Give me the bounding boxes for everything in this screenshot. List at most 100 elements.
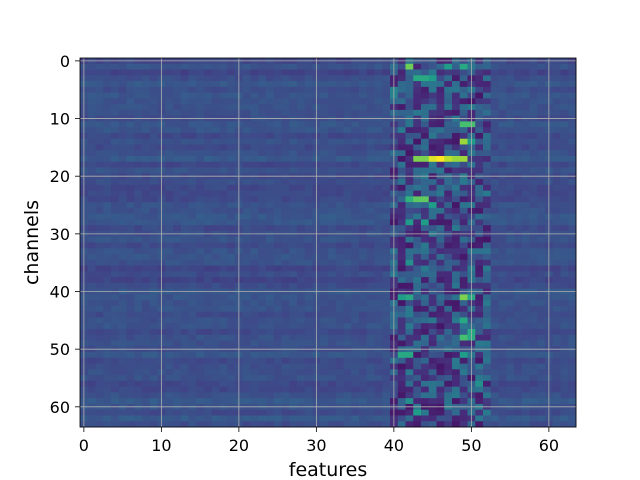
heatmap-cell (103, 184, 112, 192)
heatmap-cell (258, 219, 267, 226)
heatmap-cell (95, 207, 104, 215)
heatmap-cell (250, 179, 259, 186)
heatmap-cell (421, 409, 430, 416)
heatmap-cell (142, 190, 151, 197)
heatmap-cell (366, 190, 375, 197)
heatmap-cell (521, 248, 530, 255)
heatmap-cell (529, 184, 538, 192)
heatmap-cell (490, 225, 499, 232)
heatmap-cell (490, 398, 499, 405)
heatmap-cell (568, 248, 577, 255)
heatmap-cell (258, 323, 267, 330)
heatmap-cell (452, 196, 461, 203)
heatmap-cell (444, 207, 453, 215)
heatmap-cell (452, 317, 461, 324)
heatmap-cell (180, 317, 189, 324)
heatmap-cell (498, 248, 507, 255)
heatmap-cell (281, 392, 290, 399)
heatmap-cell (219, 386, 228, 393)
heatmap-cell (521, 311, 530, 318)
heatmap-cell (188, 392, 197, 399)
heatmap-cell (560, 369, 569, 376)
heatmap-cell (211, 380, 220, 388)
heatmap-cell (537, 363, 546, 370)
heatmap-cell (537, 392, 546, 399)
heatmap-cell (289, 328, 298, 336)
heatmap-cell (335, 196, 344, 203)
heatmap-cell (335, 109, 344, 117)
heatmap-cell (475, 184, 484, 192)
heatmap-cell (490, 213, 499, 220)
heatmap-cell (304, 242, 313, 249)
heatmap-cell (529, 242, 538, 249)
heatmap-cell (258, 305, 267, 313)
heatmap-cell (180, 340, 189, 347)
heatmap-cell (405, 305, 414, 313)
heatmap-cell (428, 207, 437, 215)
heatmap-cell (165, 156, 174, 163)
heatmap-cell (242, 75, 251, 82)
heatmap-cell (359, 398, 368, 405)
heatmap-cell (537, 248, 546, 255)
heatmap-cell (537, 421, 546, 428)
heatmap-cell (320, 109, 329, 117)
heatmap-cell (452, 127, 461, 134)
heatmap-cell (196, 265, 205, 272)
heatmap-cell (490, 127, 499, 134)
heatmap-cell (320, 334, 329, 341)
heatmap-cell (366, 271, 375, 278)
heatmap-cell (204, 375, 213, 382)
heatmap-cell (211, 109, 220, 117)
heatmap-cell (366, 277, 375, 284)
heatmap-cell (521, 369, 530, 376)
heatmap-cell (537, 259, 546, 266)
heatmap-cell (552, 282, 561, 290)
heatmap-cell (242, 323, 251, 330)
heatmap-cell (304, 294, 313, 301)
heatmap-cell (126, 104, 135, 111)
heatmap-cell (266, 161, 275, 168)
heatmap-cell (281, 311, 290, 318)
heatmap-cell (397, 109, 406, 117)
heatmap-cell (188, 334, 197, 341)
heatmap-cell (498, 156, 507, 163)
heatmap-cell (134, 317, 143, 324)
heatmap-cell (180, 207, 189, 215)
heatmap-cell (281, 369, 290, 376)
heatmap-cell (366, 352, 375, 359)
heatmap-cell (258, 317, 267, 324)
heatmap-cell (242, 127, 251, 134)
heatmap-cell (335, 236, 344, 243)
heatmap-cell (227, 81, 236, 88)
heatmap-cell (204, 357, 213, 364)
heatmap-cell (227, 317, 236, 324)
heatmap-cell (165, 271, 174, 278)
heatmap-cell (405, 311, 414, 318)
heatmap-cell (506, 144, 515, 151)
heatmap-cell (281, 150, 290, 157)
heatmap-cell (87, 179, 96, 186)
heatmap-cell (142, 109, 151, 117)
heatmap-cell (459, 386, 468, 393)
heatmap-cell (552, 225, 561, 232)
heatmap-cell (397, 409, 406, 416)
heatmap-cell (498, 317, 507, 324)
heatmap-cell (142, 69, 151, 76)
heatmap-cell (343, 392, 352, 399)
heatmap-cell (289, 265, 298, 272)
heatmap-cell (374, 184, 383, 192)
heatmap-cell (118, 311, 127, 318)
heatmap-cell (359, 236, 368, 243)
heatmap-cell (188, 127, 197, 134)
heatmap-cell (242, 277, 251, 284)
heatmap-cell (483, 323, 492, 330)
heatmap-cell (343, 323, 352, 330)
heatmap-cell (483, 380, 492, 388)
heatmap-cell (452, 311, 461, 318)
heatmap-cell (359, 225, 368, 232)
heatmap-cell (266, 259, 275, 266)
heatmap-cell (266, 104, 275, 111)
heatmap-cell (498, 242, 507, 249)
heatmap-cell (188, 81, 197, 88)
heatmap-cell (436, 328, 445, 336)
